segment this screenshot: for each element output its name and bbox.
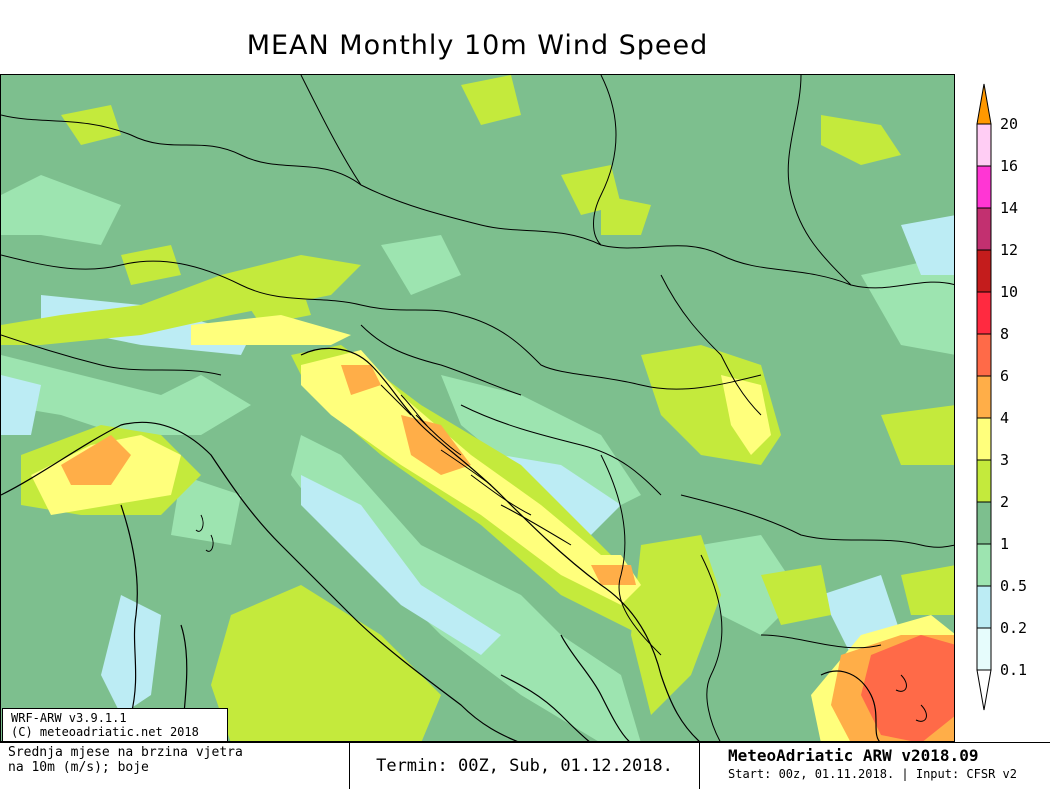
colorbar-tick-label: 8	[1000, 325, 1010, 343]
colorbar-tick-label: 12	[1000, 241, 1019, 259]
brand-box: MeteoAdriatic ARW v2018.09 Start: 00z, 0…	[700, 743, 1050, 789]
colorbar-tick-label: 20	[1000, 115, 1019, 133]
model-version: WRF-ARW v3.9.1.1	[11, 711, 127, 725]
colorbar-tick-label: 10	[1000, 283, 1019, 301]
colorbar-swatch	[976, 501, 992, 545]
colorbar-tick-label: 0.1	[1000, 661, 1028, 679]
colorbar-tick-label: 0.5	[1000, 577, 1028, 595]
brand-start-info: Start: 00z, 01.11.2018. | Input: CFSR v2	[728, 767, 1017, 781]
colorbar-tick-label: 0.2	[1000, 619, 1028, 637]
wind-speed-map	[0, 74, 955, 742]
footer-bar: Srednja mjese na brzina vjetra na 10m (m…	[0, 742, 1050, 789]
description-line-2: na 10m (m/s); boje	[8, 760, 149, 775]
country-borders	[1, 75, 954, 741]
colorbar-tick-label: 2	[1000, 493, 1010, 511]
colorbar-swatch	[976, 291, 992, 335]
colorbar-overflow-arrow	[976, 83, 992, 125]
colorbar-swatch	[976, 585, 992, 629]
brand-name: MeteoAdriatic ARW v2018.09	[728, 746, 979, 765]
wind-speed-field	[1, 75, 954, 741]
islands	[195, 384, 927, 722]
wind-0-5-zones	[1, 175, 954, 741]
colorbar-tick-label: 14	[1000, 199, 1019, 217]
model-copyright: (C) meteoadriatic.net 2018	[11, 725, 199, 739]
colorbar-tick-label: 6	[1000, 367, 1010, 385]
colorbar-tick-label: 3	[1000, 451, 1010, 469]
colorbar-tick-label: 1	[1000, 535, 1010, 553]
colorbar-swatch	[976, 123, 992, 167]
colorbar-swatch	[976, 375, 992, 419]
colorbar-swatch	[976, 543, 992, 587]
colorbar-tick-label: 16	[1000, 157, 1019, 175]
colorbar-tick-label: 4	[1000, 409, 1010, 427]
colorbar-swatch	[976, 249, 992, 293]
map-title: MEAN Monthly 10m Wind Speed	[246, 30, 709, 61]
colorbar-swatch	[976, 417, 992, 461]
description-line-1: Srednja mjese na brzina vjetra	[8, 745, 243, 760]
run-time-label: Termin: 00Z, Sub, 01.12.2018.	[350, 743, 700, 789]
colorbar-swatch	[976, 207, 992, 251]
wind-6-zones	[861, 635, 954, 741]
colorbar-swatch	[976, 333, 992, 377]
colorbar-swatch	[976, 165, 992, 209]
color-scale-swatches	[976, 83, 992, 711]
field-description: Srednja mjese na brzina vjetra na 10m (m…	[0, 743, 350, 789]
color-scale-legend	[976, 83, 992, 711]
colorbar-underflow-arrow	[976, 669, 992, 711]
colorbar-swatch	[976, 459, 992, 503]
model-info-box: WRF-ARW v3.9.1.1 (C) meteoadriatic.net 2…	[2, 708, 228, 742]
colorbar-swatch	[976, 627, 992, 671]
